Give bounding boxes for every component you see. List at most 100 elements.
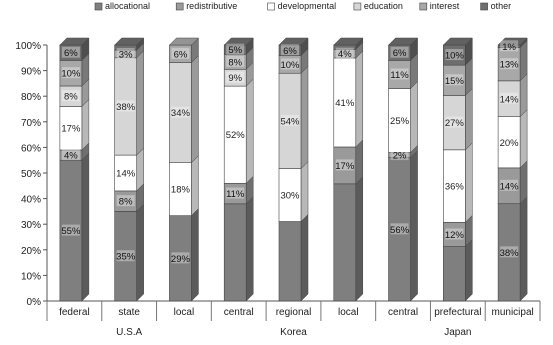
data-label-bg [61, 67, 80, 79]
legend-label: allocational [105, 1, 150, 11]
data-label: 9% [228, 73, 242, 84]
data-label: 54% [280, 116, 300, 127]
y-tick-label: 80% [21, 92, 41, 103]
data-label: 8% [119, 197, 133, 208]
data-label-bg [61, 46, 80, 58]
data-label: 52% [226, 130, 246, 141]
data-label: 8% [228, 57, 242, 68]
x-tick-label: central [388, 307, 418, 318]
x-tick-label: central [224, 307, 254, 318]
data-label-bg [445, 49, 464, 61]
bar-segment-side [136, 203, 144, 302]
data-label: 27% [445, 118, 465, 129]
data-label-bg [171, 106, 190, 118]
y-tick-label: 40% [21, 195, 41, 206]
y-tick-label: 50% [21, 169, 41, 180]
bar-segment [443, 246, 466, 302]
y-tick-label: 90% [21, 67, 41, 78]
data-label: 12% [445, 230, 465, 241]
bar-segment-side [519, 109, 528, 169]
legend-label: education [364, 1, 403, 11]
data-label: 14% [500, 181, 520, 192]
x-tick-label: local [174, 307, 195, 318]
bar-segment-side [300, 160, 309, 223]
bar-segment-side [355, 50, 364, 148]
bar-segment [223, 203, 247, 302]
y-tick-label: 70% [21, 118, 41, 129]
data-label-bg [116, 100, 135, 112]
bar-segment-side [300, 65, 309, 170]
bar-segment-side [136, 50, 144, 156]
legend-label: interest [430, 1, 460, 11]
bar-segment-side [355, 176, 364, 302]
bar-segment-side [300, 213, 309, 302]
data-label: 8% [64, 92, 78, 103]
data-label-bg [171, 47, 190, 59]
data-label: 10% [445, 51, 465, 62]
data-label-bg [116, 195, 135, 207]
data-label: 3% [119, 49, 133, 60]
data-label: 6% [393, 48, 407, 59]
bar-segment [333, 183, 357, 302]
data-label: 4% [338, 49, 352, 60]
data-label: 14% [116, 169, 136, 180]
bar-top-cap [59, 37, 90, 46]
data-label: 36% [445, 182, 465, 193]
bar-segment-side [410, 150, 418, 302]
legend-label: redistributive [186, 1, 237, 11]
data-label-bg [226, 187, 245, 199]
legend-swatch [419, 2, 428, 11]
x-tick-label: local [338, 307, 359, 318]
bar-segment-side [519, 160, 528, 205]
bar-top-cap [497, 37, 528, 46]
data-label-bg [445, 74, 464, 86]
data-label: 56% [390, 225, 410, 236]
data-label-bg [335, 159, 354, 171]
data-label-bg [335, 47, 354, 59]
data-label: 6% [64, 48, 78, 59]
bar-segment-side [191, 55, 199, 164]
data-label-bg [390, 223, 409, 235]
data-label-bg [500, 179, 519, 191]
bar-top-cap [387, 37, 419, 46]
bar-segment-side [191, 208, 199, 302]
data-label-bg [500, 246, 519, 258]
data-label-bg [500, 92, 519, 104]
data-label-bg [281, 58, 299, 70]
group-label: Japan [444, 327, 471, 338]
data-label-bg [281, 114, 299, 126]
data-label: 10% [280, 60, 300, 71]
bar-top-cap [333, 37, 364, 46]
bar-segment-side [519, 73, 528, 118]
y-tick-label: 10% [21, 271, 41, 282]
data-label: 6% [174, 49, 188, 60]
data-label-bg [226, 43, 245, 55]
bar-top-cap [114, 37, 145, 46]
y-tick-label: 20% [21, 246, 41, 257]
data-label-bg [390, 46, 409, 58]
data-label: 29% [171, 254, 191, 265]
data-label: 11% [390, 70, 409, 81]
data-label: 11% [226, 189, 245, 200]
data-label-bg [226, 55, 245, 67]
legend-swatch [94, 2, 103, 11]
data-label-bg [116, 47, 135, 59]
y-tick-label: 30% [21, 220, 41, 231]
x-tick-label: municipal [491, 307, 533, 318]
bar-segment-side [519, 196, 528, 302]
bar-segment-side [465, 238, 473, 302]
group-label: Korea [280, 327, 307, 338]
data-label-bg [226, 71, 245, 83]
data-label: 13% [500, 60, 520, 71]
legend-swatch [267, 2, 275, 11]
bar-segment [278, 221, 302, 302]
bar-segment-side [355, 139, 364, 185]
x-tick-label: regional [276, 307, 312, 318]
bar-segment-side [81, 152, 90, 302]
data-label: 17% [61, 124, 81, 135]
data-label-bg [500, 40, 519, 52]
data-label: 34% [171, 108, 191, 119]
data-label-bg [116, 250, 135, 262]
bar-segment-side [136, 147, 144, 192]
data-label: 18% [171, 185, 191, 196]
